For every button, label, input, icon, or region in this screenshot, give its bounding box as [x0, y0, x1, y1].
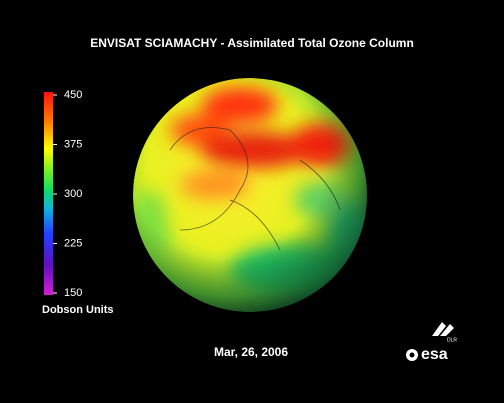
colorbar-tick-label: 375 — [64, 138, 82, 150]
date: Mar, 26, 2006 — [214, 345, 288, 359]
dlr-logo: DLR — [432, 322, 457, 343]
colorbar-tick-label: 225 — [64, 237, 82, 249]
colorbar-tick-label: 150 — [64, 287, 82, 299]
colorbar-tick-label: 300 — [64, 188, 82, 200]
title: ENVISAT SCIAMACHY - Assimilated Total Oz… — [90, 36, 414, 50]
esa-text: esa — [421, 346, 448, 363]
colorbar-label: Dobson Units — [42, 304, 114, 316]
colorbar-tick-label: 450 — [64, 89, 82, 101]
dlr-text: DLR — [447, 337, 457, 343]
globe — [133, 78, 367, 312]
esa-logo: esa — [406, 346, 448, 363]
colorbar — [44, 92, 53, 295]
